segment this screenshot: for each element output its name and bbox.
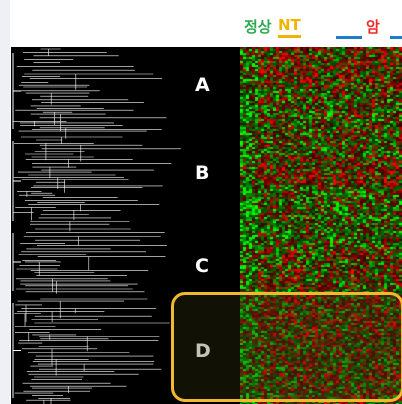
legend-cancer-label: 암 bbox=[366, 18, 380, 36]
dendrogram: A B C D bbox=[11, 47, 240, 404]
cluster-label-a: A bbox=[195, 74, 210, 96]
dendrogram-tree bbox=[12, 48, 181, 404]
sample-group-legend: 정상 NT 암 bbox=[244, 16, 402, 46]
expression-heatmap bbox=[240, 47, 402, 404]
cluster-label-d: D bbox=[195, 340, 211, 362]
cluster-d-highlight-box bbox=[171, 292, 402, 402]
cluster-label-c: C bbox=[195, 255, 209, 277]
legend-cancer-bracket-left bbox=[336, 36, 362, 39]
legend-nt-label: NT bbox=[278, 16, 301, 38]
legend-normal-label: 정상 bbox=[244, 18, 272, 36]
legend-cancer-bracket-right bbox=[390, 36, 402, 39]
cluster-label-b: B bbox=[195, 162, 210, 184]
